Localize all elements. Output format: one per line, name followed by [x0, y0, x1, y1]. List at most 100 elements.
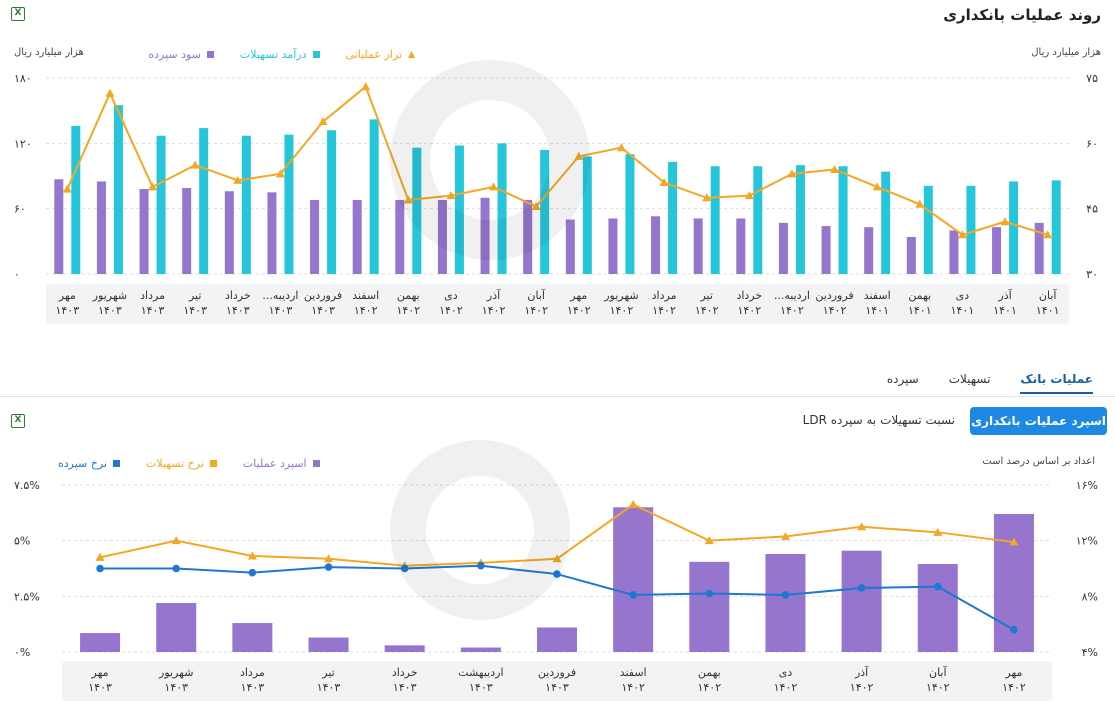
data-point	[705, 589, 714, 598]
data-point	[324, 563, 333, 571]
x-tick-label: مرداد	[140, 289, 165, 302]
legend-item-loan-income[interactable]: درآمد تسهیلات	[240, 48, 320, 61]
x-tick-year: ۱۴۰۲	[396, 304, 420, 317]
legend-item-spread[interactable]: اسپرد عملیات	[243, 457, 320, 470]
left-tick-label: ۰%	[14, 646, 30, 659]
data-point	[247, 551, 257, 560]
tab-loans[interactable]: تسهیلات	[948, 372, 991, 386]
legend-item-operating-balance[interactable]: تراز عملیاتی	[346, 48, 415, 61]
data-point	[780, 531, 790, 540]
spread-operations-button[interactable]: اسپرد عملیات بانکداری	[970, 407, 1107, 435]
bar	[54, 179, 64, 274]
x-tick-year: ۱۴۰۱	[1036, 304, 1060, 317]
data-point	[489, 182, 499, 191]
bar	[80, 633, 121, 652]
data-point	[1009, 537, 1019, 546]
x-tick-year: ۱۴۰۳	[269, 304, 293, 317]
x-tick-label: خرداد	[736, 289, 762, 302]
data-point	[744, 191, 754, 200]
data-point	[830, 164, 840, 173]
x-tick-label: اردیبهشت	[458, 666, 503, 679]
bar	[753, 166, 763, 274]
legend-item-loan-rate[interactable]: نرخ تسهیلات	[146, 457, 217, 470]
x-tick-year: ۱۴۰۱	[865, 304, 889, 317]
data-point	[233, 175, 243, 184]
data-point	[190, 160, 200, 169]
data-point	[400, 564, 409, 573]
tab-bank-operations[interactable]: عملیات بانک	[1020, 372, 1093, 394]
bar	[949, 230, 959, 274]
bar	[841, 550, 882, 652]
page-title: روند عملیات بانکداری	[943, 6, 1101, 24]
series-line	[66, 85, 1048, 236]
legend-item-deposit-rate[interactable]: نرخ سپرده	[58, 457, 120, 470]
legend-label: اسپرد عملیات	[242, 457, 307, 470]
excel-export-icon[interactable]: X	[11, 414, 25, 428]
x-tick-year: ۱۴۰۲	[774, 681, 798, 694]
bar	[923, 185, 933, 274]
left-tick-label: ۰	[14, 268, 20, 281]
x-tick-label: فروردین	[815, 289, 853, 302]
data-point	[531, 201, 541, 210]
bar	[113, 105, 123, 274]
right-tick-label: ۱۶%	[1076, 479, 1098, 492]
legend-swatch	[408, 51, 415, 58]
x-tick-year: ۱۴۰۱	[951, 304, 975, 317]
bar	[232, 623, 273, 652]
excel-export-icon[interactable]: X	[11, 7, 25, 21]
x-tick-label: آذر	[486, 288, 501, 302]
x-tick-label: مرداد	[240, 666, 265, 679]
tab-deposit[interactable]: سپرده	[886, 372, 919, 386]
bar	[689, 561, 730, 652]
data-point	[574, 151, 584, 160]
x-tick-label: فروردین	[538, 666, 576, 679]
data-point	[96, 564, 104, 573]
bar	[395, 199, 405, 274]
data-point	[702, 193, 712, 202]
data-point	[1000, 217, 1010, 226]
x-tick-year: ۱۴۰۳	[317, 681, 341, 694]
bar	[224, 191, 234, 274]
legend-item-deposit-interest[interactable]: سود سپرده	[148, 48, 214, 61]
data-point	[1010, 625, 1018, 634]
x-tick-label: تیر	[188, 289, 201, 302]
bar	[821, 226, 831, 274]
left-tick-label: ۵%	[14, 535, 30, 548]
bar	[182, 187, 192, 274]
data-point	[552, 554, 562, 563]
ldr-ratio-button[interactable]: نسبت تسهیلات به سپرده LDR	[802, 413, 955, 427]
bar	[537, 627, 577, 652]
x-tick-year: ۱۴۰۲	[737, 304, 761, 317]
data-point	[318, 117, 328, 126]
x-tick-year: ۱۴۰۳	[141, 304, 165, 317]
bar	[156, 135, 166, 274]
x-tick-label: اسفند	[352, 289, 379, 302]
data-point	[915, 199, 925, 208]
data-point	[248, 568, 257, 577]
x-tick-label: دی	[956, 289, 970, 302]
legend-label: درآمد تسهیلات	[239, 48, 307, 61]
x-tick-year: ۱۴۰۳	[98, 304, 122, 317]
bar	[613, 507, 654, 652]
legend-label: نرخ تسهیلات	[146, 457, 204, 470]
bar	[651, 216, 661, 274]
left-tick-label: ۶۰	[14, 203, 26, 216]
x-tick-year: ۱۴۰۱	[993, 304, 1017, 317]
bar	[736, 218, 746, 274]
bar	[838, 166, 848, 274]
bar	[906, 236, 916, 274]
bar	[881, 171, 891, 274]
x-tick-year: ۱۴۰۲	[482, 304, 506, 317]
bar	[460, 647, 501, 652]
data-point	[629, 591, 637, 599]
x-tick-label: آذر	[854, 665, 869, 679]
bar	[310, 199, 320, 274]
bar	[540, 149, 550, 274]
x-tick-year: ۱۴۰۲	[1002, 681, 1026, 694]
bar	[241, 135, 251, 274]
x-tick-year: ۱۴۰۲	[652, 304, 676, 317]
data-point	[616, 143, 626, 152]
x-tick-label: دی	[779, 666, 793, 679]
data-point	[933, 527, 943, 536]
